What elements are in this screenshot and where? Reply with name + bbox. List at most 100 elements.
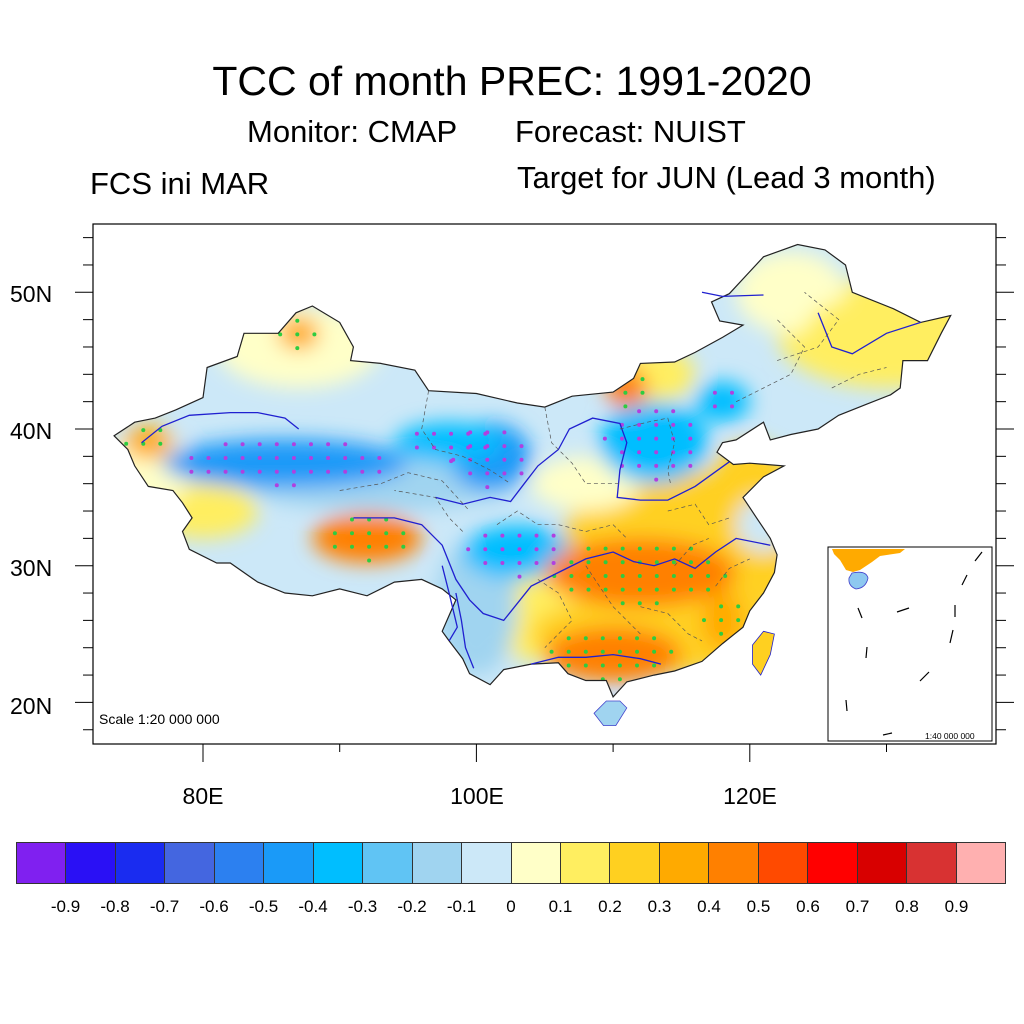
- stipple-dot: [360, 469, 365, 474]
- stipple-dot: [688, 463, 693, 468]
- stipple-dot: [719, 604, 724, 609]
- river: [455, 592, 475, 669]
- stipple-dot: [274, 456, 279, 460]
- stipple-dot: [637, 422, 642, 427]
- stipple-dot: [620, 560, 625, 565]
- colorbar-swatch: [66, 843, 116, 883]
- stipple-dot: [257, 469, 262, 474]
- colorbar-swatch: [857, 843, 908, 883]
- stipple-dot: [360, 456, 365, 460]
- stipple-dot: [706, 560, 711, 565]
- colorbar: [16, 842, 1006, 884]
- stipple-dot: [367, 558, 372, 563]
- stipple-dot: [551, 533, 556, 538]
- river: [141, 411, 300, 444]
- stipple-dot: [551, 561, 556, 565]
- stipple-dot: [637, 409, 642, 414]
- stipple-dot: [719, 631, 724, 636]
- colorbar-label: 0.8: [895, 897, 919, 916]
- stipple-dot: [517, 561, 522, 565]
- stipple-dot: [620, 587, 625, 592]
- stipple-dot: [617, 663, 622, 668]
- stipple-dot: [586, 560, 591, 565]
- stipple-dot: [332, 544, 337, 549]
- stipple-dot: [669, 649, 674, 654]
- stipple-dot: [617, 649, 622, 654]
- stipple-dot: [569, 574, 574, 578]
- stipple-dot: [519, 444, 524, 449]
- axis-ticks: [75, 237, 1014, 762]
- province-border: [619, 417, 675, 484]
- stipple-dot: [240, 442, 245, 447]
- stipple-dot: [223, 469, 228, 474]
- stipple-dot: [332, 531, 337, 536]
- stipple-dot: [688, 450, 693, 455]
- colorbar-label: 0.1: [548, 897, 573, 916]
- stipple-dot: [671, 546, 676, 551]
- stipple-dot: [401, 544, 406, 549]
- stipple-dot: [671, 409, 676, 414]
- china-border: [113, 243, 952, 699]
- stipple-dot: [569, 560, 574, 565]
- stipple-dot: [620, 450, 624, 455]
- province-border: [421, 390, 511, 484]
- stipple-dot: [377, 469, 382, 474]
- lon-label-80e: 80E: [182, 783, 224, 809]
- colorbar-swatch: [165, 843, 215, 883]
- colorbar-label: -0.9: [50, 897, 81, 916]
- stipple-dot: [583, 649, 588, 654]
- stipple-dot: [206, 456, 211, 460]
- colorbar-label: -0.6: [199, 897, 229, 916]
- stipple-dot: [367, 544, 372, 549]
- colorbar-label: 0.7: [845, 897, 870, 916]
- province-borders: [339, 292, 887, 648]
- stipple-dot: [350, 531, 354, 536]
- stipple-dot: [295, 346, 300, 351]
- stipple-dot: [654, 422, 659, 427]
- stipple-dot: [466, 547, 471, 552]
- stipple-dot: [654, 546, 659, 551]
- stipple-dot: [654, 601, 659, 606]
- stipple-dot: [603, 587, 608, 592]
- stipple-dot: [652, 636, 657, 641]
- province-border: [640, 606, 703, 642]
- stipple-dot: [654, 560, 659, 565]
- stipple-dot: [343, 442, 348, 447]
- stipple-dot: [635, 636, 639, 641]
- stipple-dot: [603, 546, 608, 551]
- stipple-dot: [620, 546, 625, 551]
- colorbar-swatch: [907, 843, 957, 883]
- stipple-dot: [569, 587, 574, 592]
- colorbar-label: 0.4: [697, 897, 721, 916]
- stipple-dot: [309, 456, 313, 460]
- stipple-dot: [291, 469, 296, 474]
- stipple-dot: [706, 574, 711, 578]
- stipple-dot: [274, 483, 279, 488]
- stipple-dot: [502, 430, 507, 435]
- stipple-dot: [291, 483, 296, 488]
- lon-label-120e: 120E: [723, 783, 777, 809]
- stipple-dot: [652, 663, 657, 668]
- stipple-dot: [257, 456, 262, 460]
- stipple-dot: [240, 469, 245, 474]
- stipple-dot: [502, 471, 507, 476]
- stipple-dot: [124, 441, 129, 446]
- stipple-dot: [600, 636, 605, 641]
- stipple-dot: [274, 469, 279, 474]
- stipple-dot: [654, 450, 659, 455]
- stipple-dot: [534, 547, 539, 552]
- stipple-dot: [223, 456, 228, 460]
- stipple-dot: [620, 436, 624, 441]
- stipple-dot: [637, 601, 642, 606]
- stipple-dot: [603, 560, 608, 565]
- colorbar-swatch: [808, 843, 858, 883]
- river: [530, 653, 662, 665]
- stipple-dot: [466, 445, 471, 450]
- colorbar-swatch: [313, 843, 364, 883]
- stipple-dot: [637, 546, 642, 551]
- significance-stipples: [124, 318, 741, 682]
- stipple-dot: [736, 618, 741, 623]
- colorbar-label: -0.7: [149, 897, 180, 916]
- stipple-dot: [485, 457, 490, 462]
